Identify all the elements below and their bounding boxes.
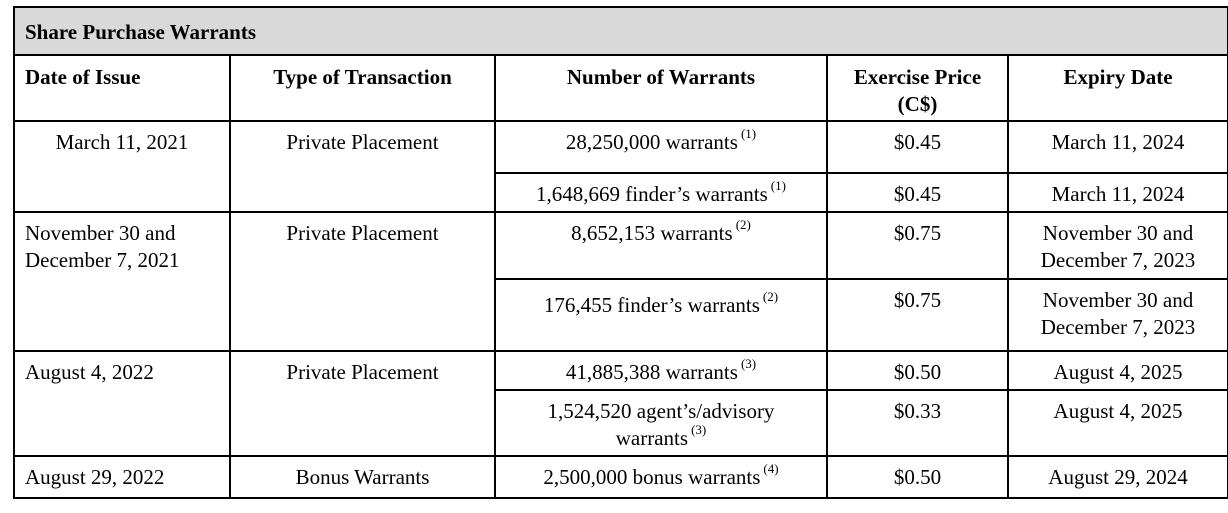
warrants-text: 41,885,388 warrants xyxy=(565,360,738,384)
exercise-price-cell: $0.75 xyxy=(826,278,1009,352)
empty-cell xyxy=(13,390,231,457)
number-of-warrants-cell: 1,648,669 finder’s warrants (1) xyxy=(494,172,828,213)
table-row: March 11, 2021 Private Placement 28,250,… xyxy=(13,120,1228,174)
header-number-of-warrants: Number of Warrants xyxy=(494,54,828,122)
header-expiry-date: Expiry Date xyxy=(1006,54,1228,122)
empty-cell xyxy=(13,173,231,213)
expiry-line-1: November 30 and xyxy=(1042,288,1194,312)
expiry-date-cell: August 4, 2025 xyxy=(1006,389,1228,457)
number-of-warrants-cell: 41,885,388 warrants (3) xyxy=(494,350,828,391)
expiry-line-2: December 7, 2023 xyxy=(1040,315,1196,339)
footnote-ref: (3) xyxy=(691,422,707,437)
expiry-date-cell: November 30 and December 7, 2023 xyxy=(1006,278,1228,352)
footnote-ref: (3) xyxy=(740,356,757,371)
table-row: August 29, 2022 Bonus Warrants 2,500,000… xyxy=(13,455,1228,499)
empty-cell xyxy=(229,279,496,352)
exercise-price-cell: $0.33 xyxy=(826,389,1009,457)
table-row: August 4, 2022 Private Placement 41,885,… xyxy=(13,350,1228,391)
transaction-type-cell: Private Placement xyxy=(229,211,496,279)
date-of-issue-cell: November 30 and December 7, 2021 xyxy=(13,211,231,279)
number-of-warrants-cell: 28,250,000 warrants (1) xyxy=(494,120,828,174)
footnote-ref: (4) xyxy=(763,461,779,476)
exercise-price-cell: $0.50 xyxy=(826,455,1009,499)
transaction-type-cell: Bonus Warrants xyxy=(229,455,496,499)
exercise-price-cell: $0.75 xyxy=(826,211,1009,280)
warrants-text: 28,250,000 warrants xyxy=(565,130,738,154)
date-line-1: November 30 and xyxy=(25,221,176,245)
warrants-line-2: warrants xyxy=(615,426,689,450)
number-of-warrants-cell: 176,455 finder’s warrants (2) xyxy=(494,278,828,352)
empty-cell xyxy=(13,279,231,352)
footnote-ref: (1) xyxy=(740,126,757,141)
number-of-warrants-cell: 2,500,000 bonus warrants (4) xyxy=(494,455,828,499)
header-exercise-price-line2: (C$) xyxy=(897,92,938,116)
exercise-price-cell: $0.45 xyxy=(826,172,1009,213)
table-title: Share Purchase Warrants xyxy=(12,6,1228,56)
exercise-price-cell: $0.45 xyxy=(826,120,1009,174)
warrants-table-container: Share Purchase Warrants Date of Issue Ty… xyxy=(12,6,1228,499)
number-of-warrants-cell: 8,652,153 warrants (2) xyxy=(494,211,828,280)
header-exercise-price-line1: Exercise Price xyxy=(853,65,982,89)
warrants-text: 176,455 finder’s warrants xyxy=(543,293,760,317)
warrants-text: 2,500,000 bonus warrants xyxy=(543,465,761,489)
exercise-price-cell: $0.50 xyxy=(826,350,1009,391)
footnote-ref: (2) xyxy=(762,289,779,304)
warrants-line-1: 1,524,520 agent’s/advisory xyxy=(547,399,775,423)
expiry-date-cell: March 11, 2024 xyxy=(1006,120,1228,174)
number-of-warrants-cell: 1,524,520 agent’s/advisory warrants (3) xyxy=(494,389,828,457)
transaction-type-cell: Private Placement xyxy=(229,120,496,173)
table-row: 176,455 finder’s warrants (2) $0.75 Novem… xyxy=(13,278,1228,352)
header-row: Date of Issue Type of Transaction Number… xyxy=(13,54,1228,122)
header-exercise-price: Exercise Price (C$) xyxy=(826,54,1009,122)
table-row: November 30 and December 7, 2021 Private… xyxy=(13,211,1228,280)
expiry-date-cell: March 11, 2024 xyxy=(1006,172,1228,213)
warrants-text: 8,652,153 warrants xyxy=(571,221,733,245)
date-of-issue-cell: August 4, 2022 xyxy=(13,350,231,390)
header-date-of-issue: Date of Issue xyxy=(13,54,231,122)
footnote-ref: (1) xyxy=(770,178,786,193)
table-row: 1,524,520 agent’s/advisory warrants (3) $… xyxy=(13,389,1228,457)
table-row: 1,648,669 finder’s warrants (1) $0.45 Mar… xyxy=(13,172,1228,213)
header-type-of-transaction: Type of Transaction xyxy=(229,54,496,122)
transaction-type-cell: Private Placement xyxy=(229,350,496,390)
expiry-line-2: December 7, 2023 xyxy=(1040,248,1196,272)
expiry-date-cell: August 29, 2024 xyxy=(1006,455,1228,499)
date-of-issue-cell: March 11, 2021 xyxy=(13,120,231,173)
expiry-date-cell: November 30 and December 7, 2023 xyxy=(1006,211,1228,280)
date-line-2: December 7, 2021 xyxy=(25,248,180,272)
empty-cell xyxy=(229,390,496,457)
expiry-date-cell: August 4, 2025 xyxy=(1006,350,1228,391)
warrants-text: 1,648,669 finder’s warrants xyxy=(536,182,768,206)
share-purchase-warrants-table: Share Purchase Warrants Date of Issue Ty… xyxy=(12,6,1228,499)
empty-cell xyxy=(229,173,496,213)
expiry-line-1: November 30 and xyxy=(1042,221,1194,245)
footnote-ref: (2) xyxy=(735,217,751,232)
date-of-issue-cell: August 29, 2022 xyxy=(13,455,231,499)
